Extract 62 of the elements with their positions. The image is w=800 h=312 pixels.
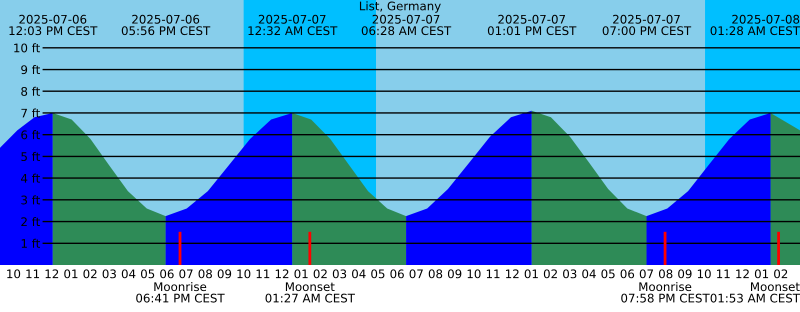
annotation: 2025-07-07 07:00 PM CEST <box>602 14 692 36</box>
x-tick-label: 12 <box>46 269 58 278</box>
ref-line-label: Moonset 01:27 AM CEST <box>266 282 355 303</box>
x-tick-label: 06 <box>620 269 634 278</box>
x-tick-label: 07 <box>640 269 654 278</box>
annotation: 2025-07-06 12:03 PM CEST <box>9 14 98 36</box>
ref-line-label: Moonrise 06:41 PM CEST <box>136 282 225 303</box>
x-tick-label: 11 <box>256 270 270 278</box>
x-tick-label: 04 <box>352 269 366 278</box>
x-tick-label: 09 <box>678 269 692 278</box>
x-tick-label: 03 <box>563 269 576 278</box>
y-tick-label: 8 ft <box>21 86 40 96</box>
x-tick-label: 09 <box>218 269 232 278</box>
annotation: 2025-07-06 05:56 PM CEST <box>122 14 210 36</box>
x-tick-label: 08 <box>198 269 212 278</box>
y-tick-label: 5 ft <box>21 152 40 162</box>
x-tick-label: 11 <box>26 270 40 278</box>
x-tick-label: 01 <box>294 269 308 278</box>
x-tick-label: 12 <box>736 269 749 278</box>
x-tick-label: 03 <box>332 269 346 278</box>
x-tick-label: 10 <box>7 269 20 278</box>
annotation: 2025-07-07 01:01 PM CEST <box>488 14 576 36</box>
x-tick-label: 06 <box>160 269 174 278</box>
x-tick-label: 06 <box>390 269 404 278</box>
x-tick-label: 02 <box>314 269 327 278</box>
x-tick-label: 08 <box>658 269 672 278</box>
annotation: 2025-07-08 01:28 AM CEST <box>710 14 800 36</box>
x-tick-label: 12 <box>506 269 519 278</box>
x-tick-label: 10 <box>468 269 481 278</box>
x-tick-label: 11 <box>486 270 500 278</box>
x-tick-label: 01 <box>754 269 768 278</box>
x-tick-label: 01 <box>64 269 78 278</box>
x-tick-label: 07 <box>179 269 193 278</box>
y-tick-label: 7 ft <box>21 108 40 118</box>
x-tick-label: 05 <box>371 269 384 278</box>
x-tick-label: 04 <box>122 269 136 278</box>
x-tick-label: 10 <box>698 269 711 278</box>
x-tick-label: 02 <box>544 269 557 278</box>
x-tick-label: 12 <box>276 269 288 278</box>
x-tick-label: 08 <box>428 269 442 278</box>
y-tick-label: 3 ft <box>21 195 40 204</box>
x-tick-label: 04 <box>582 269 596 278</box>
x-tick-label: 10 <box>237 269 250 278</box>
y-tick-label: 6 ft <box>21 130 40 140</box>
chart-title: List, Germany <box>360 1 441 13</box>
x-tick-label: 05 <box>140 269 154 278</box>
y-tick-label: 10 ft <box>14 43 40 52</box>
x-tick-label: 11 <box>717 270 730 278</box>
x-tick-label: 02 <box>774 269 788 278</box>
ref-line-label: Moonrise 07:58 PM CEST <box>621 282 710 303</box>
x-tick-label: 05 <box>601 269 615 278</box>
y-tick-label: 2 ft <box>21 217 40 226</box>
x-tick-label: 01 <box>524 269 538 278</box>
x-tick-label: 03 <box>102 269 116 278</box>
x-tick-label: 09 <box>448 269 462 278</box>
y-tick-label: 1 ft <box>22 238 40 248</box>
annotation: 2025-07-07 12:32 AM CEST <box>248 14 338 36</box>
x-tick-label: 07 <box>410 269 423 278</box>
y-tick-label: 9 ft <box>21 65 40 74</box>
y-tick-label: 4 ft <box>21 174 40 183</box>
ref-line-label: Moonset 01:53 AM CEST <box>710 282 800 303</box>
x-tick-label: 02 <box>83 269 96 278</box>
